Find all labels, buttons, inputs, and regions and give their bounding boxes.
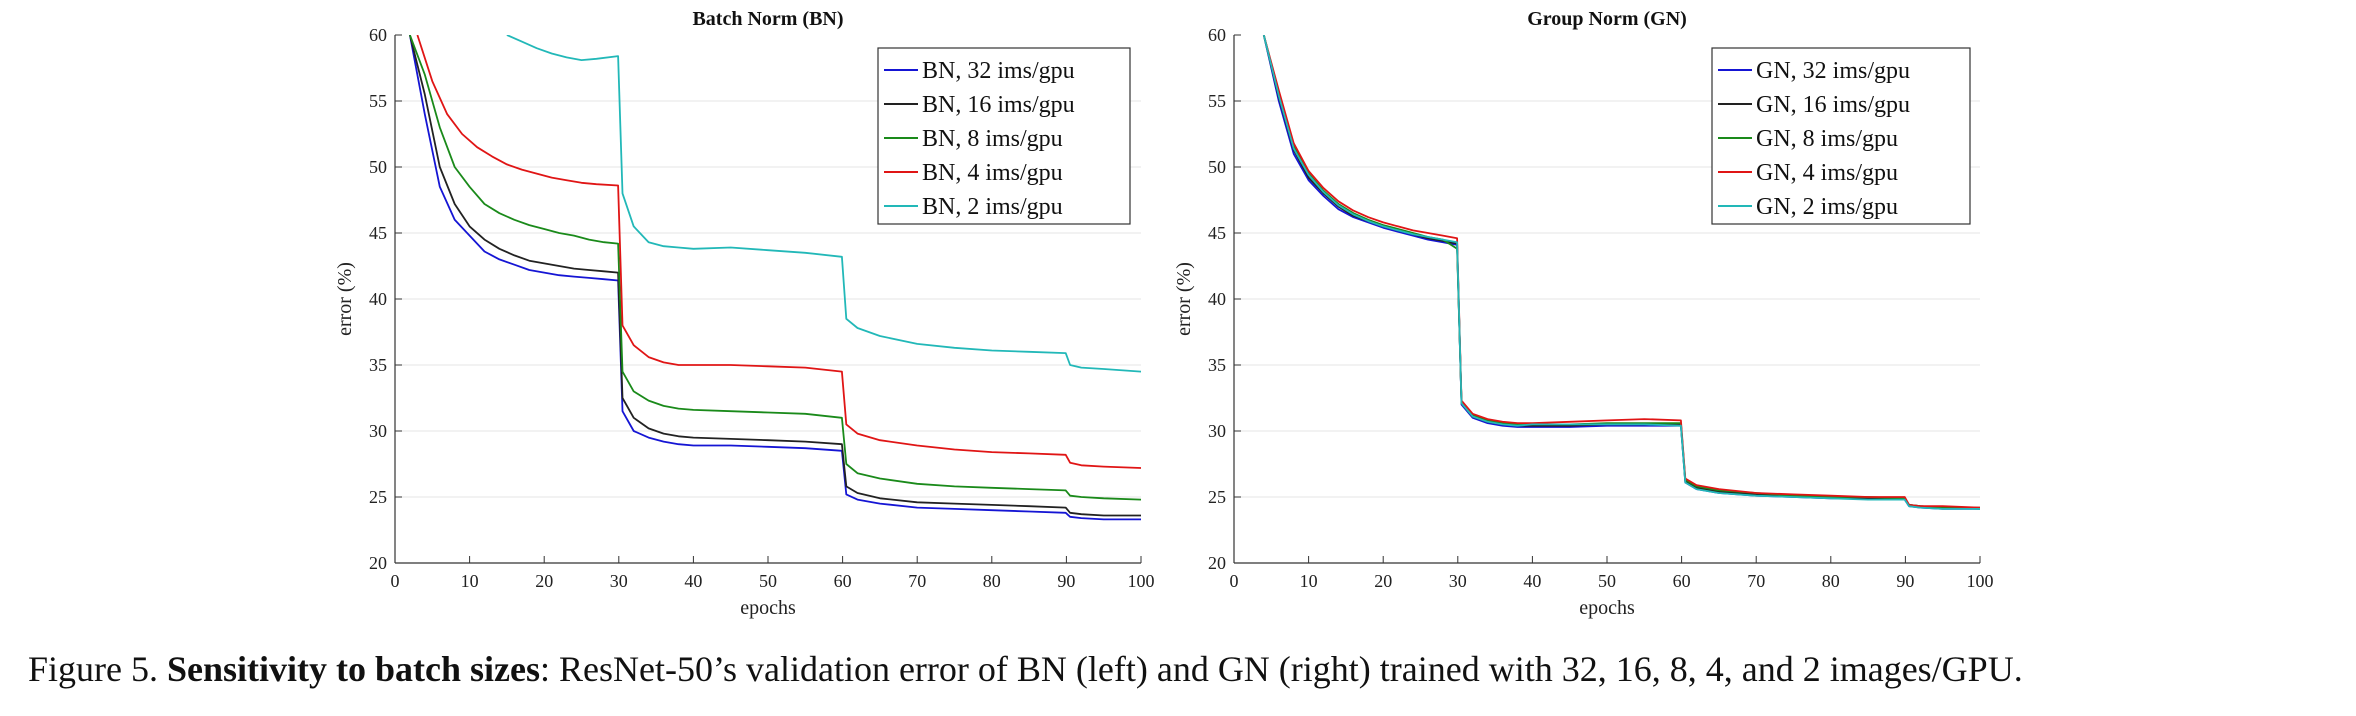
y-tick-label: 60 [369, 25, 387, 45]
chart-title: Batch Norm (BN) [692, 8, 843, 30]
x-tick-label: 20 [535, 571, 553, 591]
series-line-4 [416, 35, 1141, 469]
x-tick-label: 50 [1598, 571, 1616, 591]
figure-caption: Figure 5. Sensitivity to batch sizes: Re… [28, 648, 2348, 690]
y-tick-label: 45 [1208, 223, 1226, 243]
gn-chart-panel: 0 10 20 30 40 50 60 70 80 90 100 20 25 30 35 40 45 50 55 60… [1173, 8, 1994, 619]
legend-label: GN, 4 ims/gpu [1756, 160, 1898, 186]
x-tick-label: 30 [610, 571, 628, 591]
y-axis-label: error (%) [334, 262, 356, 336]
chart-title: Group Norm (GN) [1527, 8, 1687, 30]
y-tick-label: 25 [369, 487, 387, 507]
y-tick-label: 20 [1208, 553, 1226, 573]
x-tick-label: 10 [461, 571, 479, 591]
y-tick-label: 40 [369, 289, 387, 309]
caption-bold: Sensitivity to batch sizes [167, 649, 540, 689]
series-line-5 [1262, 35, 1980, 510]
legend-label: BN, 4 ims/gpu [922, 160, 1063, 186]
x-tick-label: 80 [1822, 571, 1840, 591]
caption-rest: : ResNet-50’s validation error of BN (le… [540, 649, 2023, 689]
x-tick-label: 40 [1523, 571, 1541, 591]
x-tick-label: 70 [1747, 571, 1765, 591]
caption-prefix: Figure 5. [28, 649, 167, 689]
y-tick-label: 55 [1208, 91, 1226, 111]
x-tick-label: 100 [1128, 571, 1155, 591]
series-line-5 [506, 35, 1141, 373]
y-tick-label: 30 [369, 421, 387, 441]
legend-box [877, 47, 1131, 225]
x-axis-label: epochs [1579, 597, 1635, 619]
y-tick-label: 60 [1208, 25, 1226, 45]
y-tick-label: 25 [1208, 487, 1226, 507]
y-tick-label: 45 [369, 223, 387, 243]
y-tick-label: 35 [369, 355, 387, 375]
y-tick-label: 50 [1208, 157, 1226, 177]
legend-label: GN, 8 ims/gpu [1756, 126, 1898, 152]
y-axis-label: error (%) [1173, 262, 1195, 336]
x-tick-label: 70 [908, 571, 926, 591]
x-tick-label: 40 [684, 571, 702, 591]
x-tick-label: 20 [1374, 571, 1392, 591]
series-line-4 [1262, 35, 1980, 509]
y-tick-label: 35 [1208, 355, 1226, 375]
legend-label: GN, 32 ims/gpu [1756, 58, 1910, 84]
x-tick-label: 60 [1673, 571, 1691, 591]
y-tick-label: 40 [1208, 289, 1226, 309]
y-tick-label: 30 [1208, 421, 1226, 441]
x-tick-label: 60 [834, 571, 852, 591]
x-tick-label: 100 [1967, 571, 1994, 591]
figure-charts: 0 10 20 30 40 50 60 70 80 90 100202530354045505560… [334, 8, 1994, 619]
legend-box [1711, 47, 1971, 225]
x-tick-label: 10 [1300, 571, 1318, 591]
legend-label: BN, 32 ims/gpu [922, 58, 1075, 84]
series-line-1 [409, 35, 1141, 521]
series-line-3 [1262, 35, 1980, 510]
legend-label: GN, 2 ims/gpu [1756, 194, 1898, 220]
legend-label: BN, 16 ims/gpu [922, 92, 1075, 118]
legend-label: BN, 8 ims/gpu [922, 126, 1063, 152]
y-tick-label: 55 [369, 91, 387, 111]
series-line-3 [409, 35, 1141, 501]
x-tick-label: 90 [1896, 571, 1914, 591]
x-tick-label: 50 [759, 571, 777, 591]
x-tick-label: 90 [1057, 571, 1075, 591]
x-tick-label: 0 [391, 571, 400, 591]
legend-label: GN, 16 ims/gpu [1756, 92, 1910, 118]
bn-chart-panel: 0 10 20 30 40 50 60 70 80 90 100 20 25 30 35 40 45 50 55 60… [334, 8, 1155, 619]
x-axis-label: epochs [740, 597, 796, 619]
y-tick-label: 50 [369, 157, 387, 177]
x-tick-label: 0 [1230, 571, 1239, 591]
x-tick-label: 30 [1449, 571, 1467, 591]
legend-label: BN, 2 ims/gpu [922, 194, 1063, 220]
y-tick-label: 20 [369, 553, 387, 573]
x-tick-label: 80 [983, 571, 1001, 591]
series-line-2 [409, 35, 1141, 517]
